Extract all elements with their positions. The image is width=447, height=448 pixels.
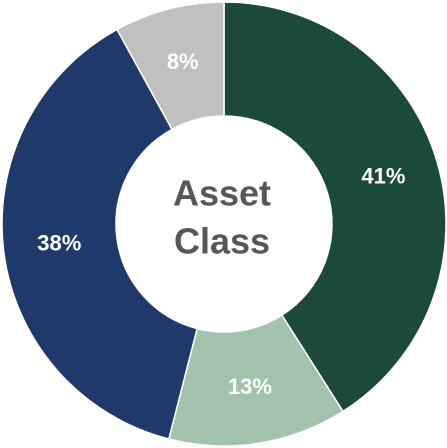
center-label: Asset [173,173,271,214]
slice [116,1,225,131]
value-label: 38% [37,231,81,256]
value-label: 13% [228,374,272,399]
value-label: 8% [167,49,199,74]
value-label: 41% [361,163,405,188]
slice [1,28,199,440]
slice [223,1,447,413]
center-label: Class [174,221,270,262]
